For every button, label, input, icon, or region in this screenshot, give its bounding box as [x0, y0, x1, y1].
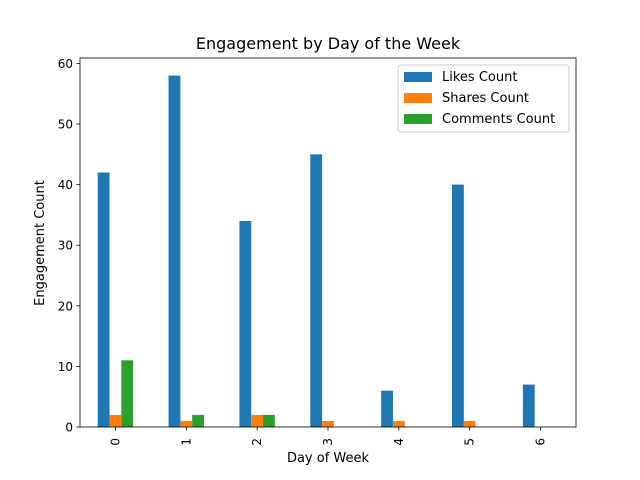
y-tick-label-0: 0	[65, 421, 73, 435]
y-axis-title: Engagement Count	[33, 180, 48, 306]
legend-swatch-1	[404, 72, 432, 82]
bar-series-3-cat-1	[192, 414, 204, 427]
x-tick-label-2: 2	[250, 438, 264, 446]
bar-series-2-cat-0	[109, 414, 122, 427]
bar-series-3-cat-2	[263, 414, 275, 427]
x-tick-label-3: 3	[321, 438, 335, 446]
x-axis-title: Day of Week	[287, 451, 370, 466]
bar-series-2-cat-1	[180, 420, 193, 427]
series-3	[121, 360, 275, 427]
legend-swatch-2	[404, 93, 432, 103]
bar-series-2-cat-5	[463, 420, 476, 427]
bar-series-2-cat-2	[251, 414, 264, 427]
bar-series-1-cat-0	[97, 172, 110, 427]
y-tick-label-20: 20	[58, 299, 73, 313]
legend-label-1: Likes Count	[442, 70, 517, 85]
ticks: 0 10 20 30 40 50 60 0 1 2 3 4 5 6	[58, 57, 548, 446]
x-tick-label-5: 5	[463, 438, 477, 446]
bar-series-2-cat-4	[392, 420, 405, 427]
bar-series-2-cat-3	[322, 420, 334, 427]
x-tick-label-0: 0	[108, 438, 122, 446]
legend: Likes Count Shares Count Comments Count	[397, 64, 570, 133]
y-tick-label-30: 30	[58, 239, 73, 253]
y-tick-label-50: 50	[58, 118, 73, 132]
bar-series-1-cat-1	[168, 75, 181, 427]
bar-series-1-cat-2	[239, 220, 252, 427]
series-2	[109, 414, 476, 427]
bar-series-1-cat-3	[310, 154, 323, 427]
series-1	[97, 75, 535, 427]
legend-label-2: Shares Count	[442, 91, 529, 106]
x-tick-label-1: 1	[179, 438, 193, 446]
x-tick-label-4: 4	[392, 438, 406, 446]
legend-label-3: Comments Count	[442, 112, 555, 127]
y-tick-label-10: 10	[58, 360, 73, 374]
bar-series-1-cat-5	[452, 184, 464, 427]
bars	[97, 75, 535, 427]
chart-title: Engagement by Day of the Week	[196, 34, 461, 53]
x-tick-label-6: 6	[534, 438, 548, 446]
legend-box	[397, 64, 570, 133]
legend-swatch-3	[404, 114, 432, 124]
y-tick-label-60: 60	[58, 57, 73, 71]
bar-series-1-cat-6	[522, 384, 535, 427]
bar-series-1-cat-4	[381, 390, 393, 427]
y-tick-label-40: 40	[58, 178, 73, 192]
bar-series-3-cat-0	[121, 360, 134, 427]
